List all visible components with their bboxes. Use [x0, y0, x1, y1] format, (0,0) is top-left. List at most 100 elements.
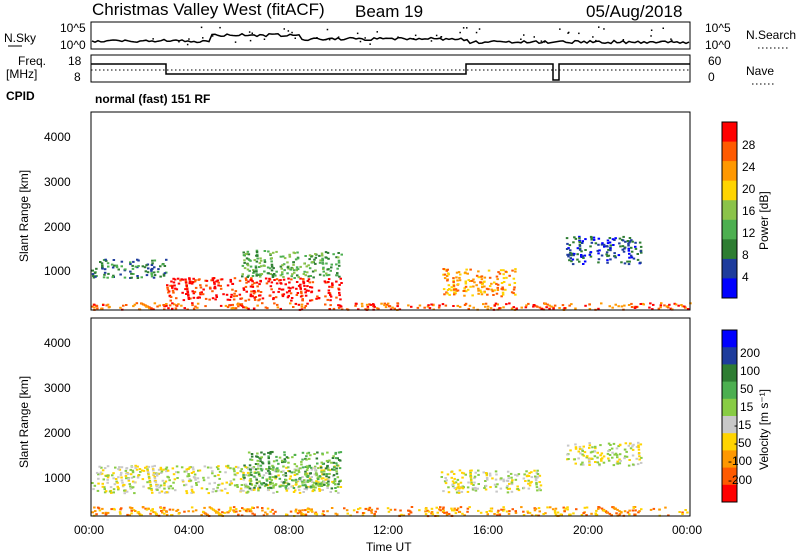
heatmap-cell: [192, 491, 195, 494]
heatmap-cell: [297, 303, 301, 306]
heatmap-cell: [588, 303, 591, 306]
heatmap-cell: [143, 266, 147, 269]
heatmap-cell: [330, 266, 333, 269]
heatmap-cell: [594, 445, 597, 448]
heatmap-cell: [588, 464, 591, 466]
heatmap-cell: [270, 467, 273, 470]
heatmap-cell: [254, 468, 258, 471]
heatmap-cell: [506, 488, 510, 490]
heatmap-cell: [221, 482, 224, 485]
heatmap-cell: [192, 277, 195, 280]
heatmap-cell: [226, 492, 229, 495]
heatmap-cell: [398, 308, 402, 311]
heatmap-cell: [508, 482, 511, 485]
heatmap-cell: [108, 490, 112, 493]
heatmap-cell: [144, 304, 147, 307]
heatmap-cell: [306, 280, 310, 282]
heatmap-cell: [93, 506, 96, 509]
heatmap-cell: [248, 510, 251, 513]
heatmap-cell: [469, 473, 472, 475]
heatmap-cell: [293, 271, 296, 274]
heatmap-cell: [300, 460, 303, 463]
heatmap-cell: [268, 277, 271, 280]
heatmap-cell: [241, 470, 244, 473]
heatmap-cell: [286, 266, 290, 269]
heatmap-cell: [483, 285, 486, 288]
heatmap-cell: [572, 254, 575, 257]
heatmap-cell: [595, 509, 598, 512]
heatmap-cell: [106, 476, 110, 479]
heatmap-cell: [252, 271, 255, 274]
heatmap-cell: [489, 507, 493, 510]
heatmap-cell: [103, 467, 107, 470]
heatmap-cell: [165, 258, 168, 261]
heatmap-cell: [149, 512, 152, 515]
heatmap-cell: [153, 476, 156, 478]
heatmap-cell: [326, 465, 329, 468]
heatmap-cell: [269, 481, 272, 484]
heatmap-cell: [441, 303, 445, 306]
heatmap-cell: [580, 254, 583, 256]
heatmap-cell: [116, 485, 119, 488]
heatmap-cell: [452, 284, 456, 287]
heatmap-cell: [527, 479, 530, 482]
heatmap-cell: [259, 464, 263, 467]
heatmap-cell: [527, 302, 530, 305]
heatmap-cell: [241, 273, 244, 276]
heatmap-cell: [231, 288, 234, 291]
heatmap-cell: [211, 297, 215, 300]
heatmap-cell: [652, 507, 656, 510]
heatmap-cell: [369, 303, 372, 306]
heatmap-cell: [286, 272, 289, 275]
heatmap-cell: [339, 304, 342, 307]
heatmap-cell: [150, 264, 154, 266]
heatmap-cell: [172, 481, 175, 484]
heatmap-cell: [292, 261, 295, 264]
heatmap-cell: [146, 481, 149, 484]
heatmap-cell: [324, 303, 327, 306]
heatmap-cell: [294, 478, 298, 481]
heatmap-cell: [173, 278, 177, 281]
heatmap-cell: [354, 304, 357, 307]
heatmap-cell: [286, 487, 290, 490]
heatmap-cell: [335, 467, 338, 470]
heatmap-cell: [142, 303, 146, 306]
colorbar-frame: [721, 121, 738, 299]
heatmap-cell: [190, 488, 194, 491]
heatmap-cell: [424, 510, 427, 513]
heatmap-cell: [163, 265, 167, 267]
heatmap-cell: [466, 272, 469, 275]
heatmap-cell: [323, 470, 326, 473]
heatmap-cell: [313, 465, 317, 468]
heatmap-cell: [177, 471, 180, 474]
heatmap-cell: [255, 471, 258, 474]
heatmap-cell: [272, 512, 275, 515]
heatmap-cell: [246, 250, 250, 253]
heatmap-cell: [559, 513, 563, 516]
heatmap-cell: [313, 453, 316, 455]
heatmap-cell: [315, 483, 318, 486]
heatmap-cell: [215, 294, 218, 297]
heatmap-cell: [304, 466, 307, 468]
heatmap-cell: [567, 458, 570, 460]
heatmap-cell: [259, 257, 262, 260]
heatmap-cell: [236, 303, 239, 306]
heatmap-cell: [443, 480, 447, 483]
heatmap-cell: [436, 511, 439, 514]
heatmap-cell: [621, 248, 624, 251]
heatmap-cell: [607, 457, 610, 460]
heatmap-cell: [306, 508, 309, 511]
heatmap-cell: [241, 275, 244, 278]
heatmap-cell: [161, 263, 164, 266]
velocity-colorbar: [721, 329, 738, 503]
heatmap-cell: [165, 470, 168, 473]
heatmap-cell: [512, 277, 516, 280]
heatmap-cell: [317, 484, 321, 487]
heatmap-cell: [283, 451, 286, 454]
heatmap-cell: [294, 510, 298, 513]
heatmap-cell: [222, 293, 225, 296]
heatmap-cell: [304, 305, 308, 307]
heatmap-cell: [319, 259, 322, 262]
heatmap-cell: [129, 263, 132, 266]
heatmap-cell: [220, 278, 224, 281]
